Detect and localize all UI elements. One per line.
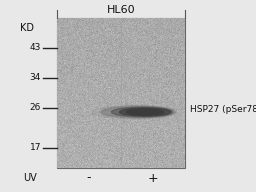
Ellipse shape <box>120 108 170 116</box>
Ellipse shape <box>103 108 137 116</box>
Text: KD: KD <box>20 23 34 33</box>
Ellipse shape <box>126 109 164 115</box>
Text: 17: 17 <box>29 143 41 152</box>
Ellipse shape <box>91 105 176 119</box>
Ellipse shape <box>111 107 173 117</box>
Text: 34: 34 <box>30 74 41 83</box>
Text: 26: 26 <box>30 103 41 113</box>
Text: -: - <box>87 171 91 185</box>
Text: HSP27 (pSer78): HSP27 (pSer78) <box>190 105 256 114</box>
Text: +: + <box>148 171 158 185</box>
Text: HL60: HL60 <box>107 5 135 15</box>
Ellipse shape <box>101 106 175 118</box>
Text: UV: UV <box>23 173 37 183</box>
Bar <box>57 18 185 168</box>
Text: 43: 43 <box>30 44 41 52</box>
